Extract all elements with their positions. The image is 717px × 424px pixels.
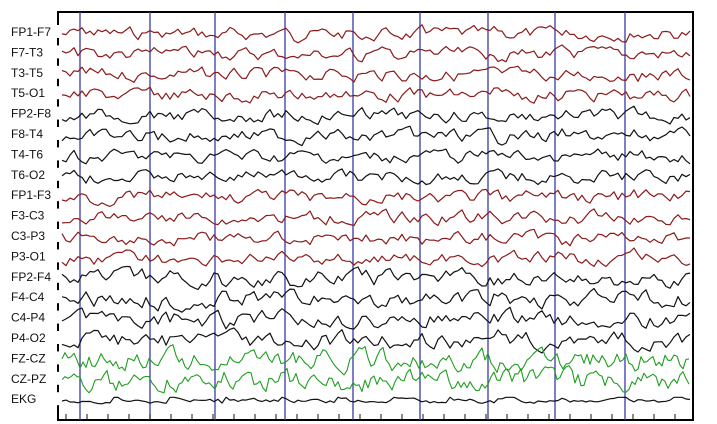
channel-label-t4-t6: T4-T6	[11, 147, 43, 161]
trace-fp2-f8	[61, 105, 691, 126]
channel-label-f3-c3: F3-C3	[11, 209, 45, 223]
channel-label-p4-o2: P4-O2	[11, 331, 46, 345]
trace-t3-t5	[61, 65, 691, 83]
trace-fp1-f3	[61, 188, 691, 207]
channel-label-bg	[10, 86, 60, 100]
channel-label-bg	[10, 269, 60, 283]
channel-label-f7-t3: F7-T3	[11, 45, 43, 59]
trace-cz-pz	[61, 365, 690, 394]
channel-label-f4-c4: F4-C4	[11, 290, 45, 304]
channel-label-t3-t5: T3-T5	[11, 66, 43, 80]
trace-f7-t3	[61, 44, 691, 63]
channel-traces	[61, 24, 691, 405]
trace-t5-o1	[61, 86, 691, 104]
trace-t6-o2	[61, 168, 691, 186]
channel-label-c3-p3: C3-P3	[11, 229, 45, 243]
channel-label-bg	[10, 45, 60, 59]
channel-label-bg	[10, 351, 60, 365]
trace-p3-o1	[61, 247, 691, 268]
channel-label-p3-o1: P3-O1	[11, 249, 46, 263]
channel-label-bg	[10, 106, 60, 120]
channel-label-bg	[10, 290, 60, 304]
channel-label-bg	[10, 249, 60, 263]
chart-frame	[57, 11, 694, 421]
channel-label-c4-p4: C4-P4	[11, 311, 45, 325]
trace-c4-p4	[61, 306, 691, 330]
trace-p4-o2	[61, 327, 691, 354]
channel-label-t5-o1: T5-O1	[11, 86, 45, 100]
channel-label-bg	[10, 208, 60, 222]
channel-label-fz-cz: FZ-CZ	[11, 351, 46, 365]
channel-label-fp1-f3: FP1-F3	[11, 188, 51, 202]
channel-label-bg	[10, 167, 60, 181]
channel-label-bg	[10, 331, 60, 344]
trace-ekg	[61, 396, 691, 405]
channel-label-bg	[10, 371, 60, 385]
trace-f8-t4	[61, 125, 691, 147]
channel-label-bg	[10, 310, 60, 324]
channel-label-t6-o2: T6-O2	[11, 168, 45, 182]
channel-label-cz-pz: CZ-PZ	[11, 372, 46, 386]
channel-label-bg	[10, 392, 60, 406]
channel-label-bg	[10, 188, 60, 202]
trace-c3-p3	[61, 228, 690, 247]
trace-fz-cz	[61, 344, 690, 376]
trace-fp2-f4	[61, 265, 691, 291]
channel-label-fp2-f4: FP2-F4	[11, 270, 51, 284]
trace-f3-c3	[61, 208, 691, 227]
channel-label-fp1-f7: FP1-F7	[11, 25, 51, 39]
trace-f4-c4	[61, 287, 691, 313]
channel-label-fp2-f8: FP2-F8	[11, 107, 51, 121]
channel-label-f8-t4: F8-T4	[11, 127, 43, 141]
channel-label-bg	[10, 229, 60, 242]
channel-label-bg	[10, 127, 60, 140]
trace-t4-t6	[61, 148, 691, 165]
channel-label-bg	[10, 65, 60, 79]
channel-labels: FP1-F7 F7-T3 T3-T5 T5-O1 FP2-F8 F8-T4 T4-T6 T6-…	[10, 25, 60, 406]
channel-label-ekg: EKG	[11, 392, 36, 406]
channel-label-bg	[10, 147, 60, 161]
trace-fp1-f7	[61, 24, 691, 44]
bottom-ticks	[65, 414, 676, 420]
channel-label-bg	[10, 25, 60, 38]
